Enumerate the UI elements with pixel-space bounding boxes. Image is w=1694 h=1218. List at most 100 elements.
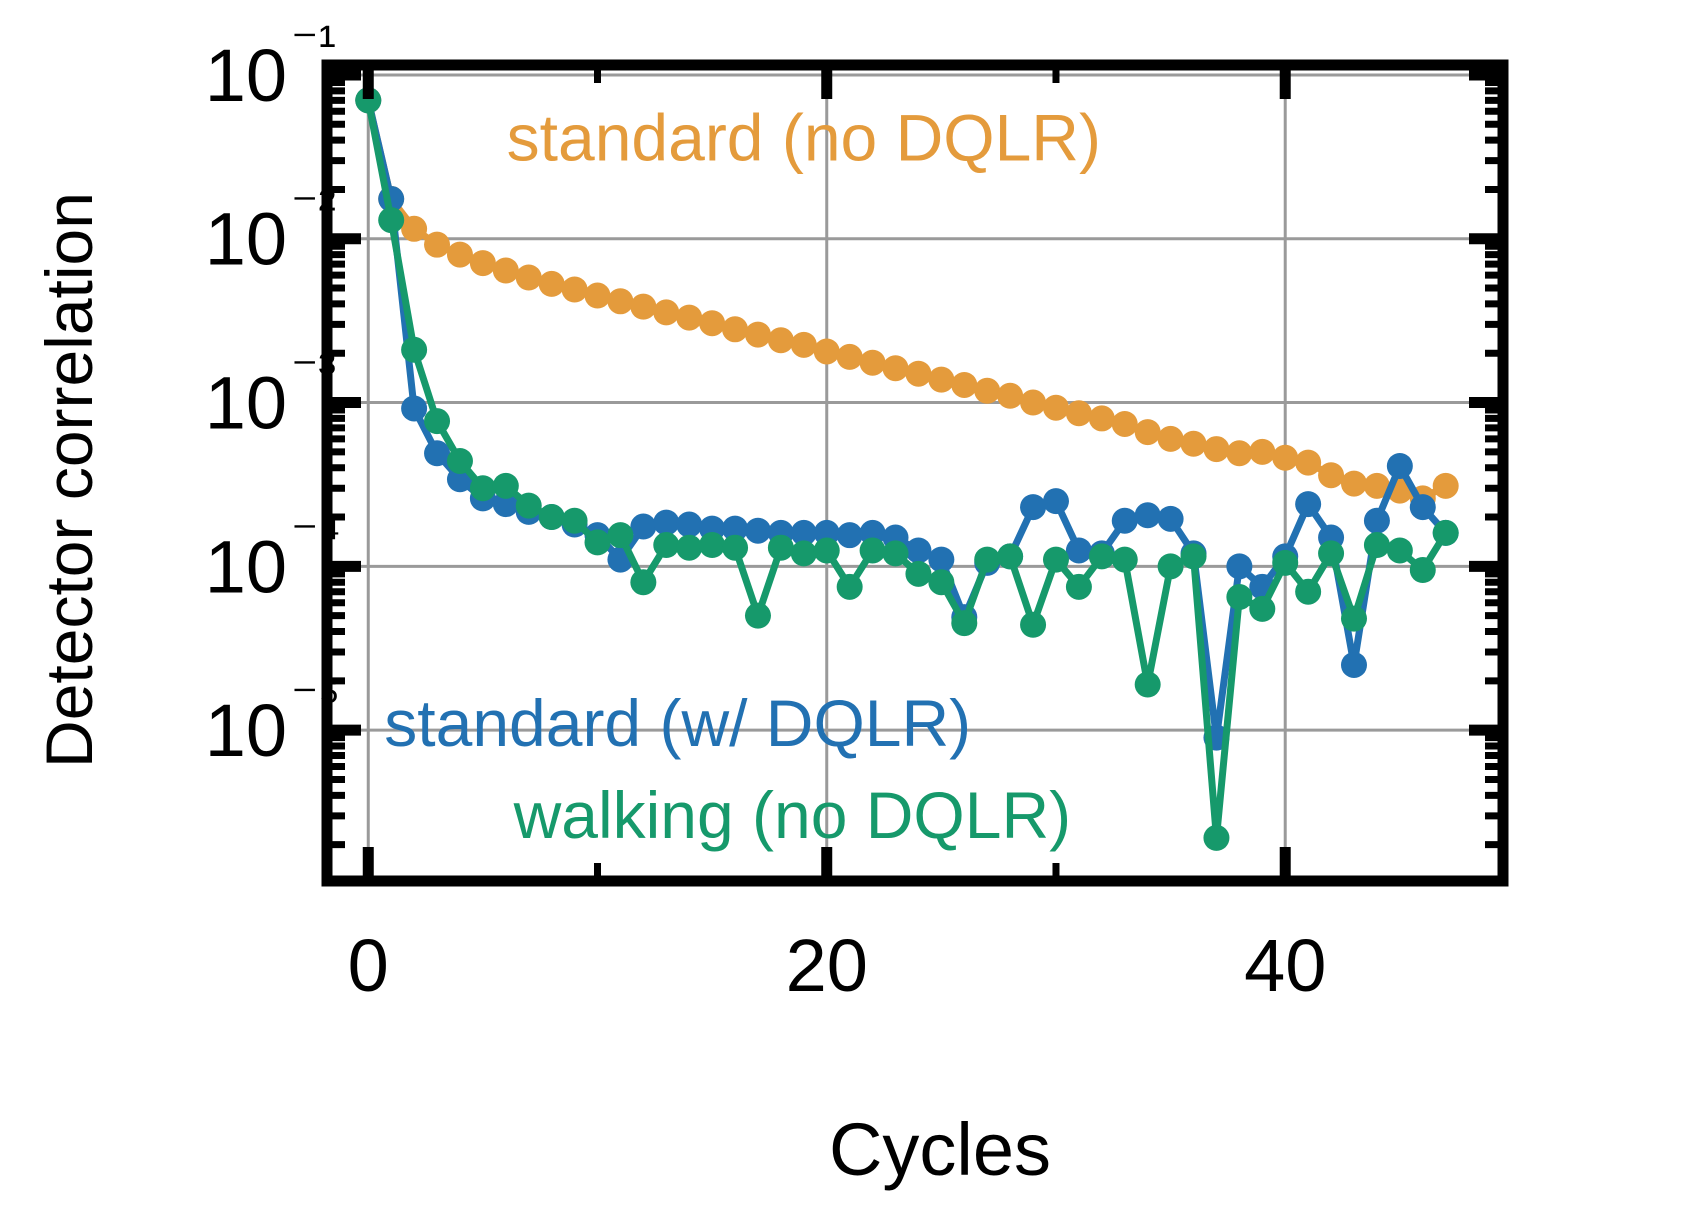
data-point	[1340, 605, 1367, 632]
data-point	[584, 282, 611, 309]
data-point	[1134, 671, 1161, 698]
y-tick-label: 10 ⁻⁵	[205, 670, 340, 772]
data-point	[1432, 519, 1459, 546]
data-point	[630, 513, 657, 540]
data-point	[1157, 553, 1184, 580]
data-point	[653, 532, 680, 559]
data-point	[1318, 540, 1345, 567]
data-point	[1409, 494, 1436, 521]
data-point	[630, 293, 657, 320]
data-point	[1295, 449, 1322, 476]
data-point	[813, 537, 840, 564]
data-point	[401, 215, 428, 242]
data-point	[1363, 532, 1390, 559]
data-point	[378, 207, 405, 234]
data-point	[882, 355, 909, 382]
data-point	[561, 507, 588, 534]
axes-frame	[321, 59, 1509, 887]
data-point	[1180, 543, 1207, 570]
data-point	[744, 517, 771, 544]
data-point	[1157, 425, 1184, 452]
data-point	[882, 540, 909, 567]
data-point	[1295, 578, 1322, 605]
data-point	[1203, 436, 1230, 463]
data-point	[492, 472, 519, 499]
data-point	[1432, 472, 1459, 499]
data-point	[1020, 389, 1047, 416]
x-tick-label: 20	[786, 924, 868, 1007]
data-point	[1065, 400, 1092, 427]
data-point	[859, 537, 886, 564]
data-point	[630, 569, 657, 596]
data-point	[584, 529, 611, 556]
data-point	[905, 537, 932, 564]
x-tick-label: 40	[1244, 924, 1326, 1007]
data-point	[928, 569, 955, 596]
data-point	[836, 343, 863, 370]
data-point	[1272, 549, 1299, 576]
data-point	[1203, 824, 1230, 851]
data-point	[767, 534, 794, 561]
data-point	[676, 304, 703, 331]
y-tick-label: 10 ⁻³	[205, 343, 336, 445]
series-annotations: standard (no DQLR) standard (w/ DQLR) walk…	[384, 101, 1101, 852]
data-point	[676, 511, 703, 538]
svg-text:⁻³: ⁻³	[291, 343, 336, 401]
data-series-layer	[355, 87, 1459, 851]
data-point	[951, 610, 978, 637]
data-point	[676, 534, 703, 561]
data-point	[446, 447, 473, 474]
data-point	[538, 270, 565, 297]
data-point	[492, 491, 519, 518]
data-point	[790, 331, 817, 358]
data-point	[905, 360, 932, 387]
data-point	[928, 366, 955, 393]
data-point	[1134, 502, 1161, 529]
svg-text:10: 10	[205, 34, 287, 117]
data-point	[1318, 462, 1345, 489]
data-point	[1065, 537, 1092, 564]
y-tick-label: 10 ⁻²	[205, 179, 336, 281]
data-point	[1111, 507, 1138, 534]
data-point	[1386, 452, 1413, 479]
y-tick-label: 10 ⁻¹	[205, 15, 336, 117]
svg-text:⁻²: ⁻²	[291, 179, 336, 237]
plot-frame	[321, 59, 1509, 887]
svg-text:10: 10	[205, 525, 287, 608]
data-point	[1226, 584, 1253, 611]
data-point	[1272, 444, 1299, 471]
grid-lines	[327, 65, 1503, 881]
data-point	[1042, 394, 1069, 421]
data-point	[469, 475, 496, 502]
data-point	[722, 316, 749, 343]
data-point	[974, 377, 1001, 404]
data-point	[492, 257, 519, 284]
data-point	[1088, 543, 1115, 570]
data-point	[1020, 494, 1047, 521]
data-point	[424, 408, 451, 435]
data-point	[1249, 595, 1276, 622]
y-axis-title: Detector correlation	[32, 192, 106, 768]
data-point	[974, 546, 1001, 573]
data-point	[446, 241, 473, 268]
data-point	[1111, 546, 1138, 573]
data-point	[653, 299, 680, 326]
axis-ticks	[327, 65, 1503, 881]
data-point	[1226, 440, 1253, 467]
data-point	[767, 327, 794, 354]
data-point	[1134, 419, 1161, 446]
data-point	[1065, 573, 1092, 600]
svg-text:10: 10	[205, 689, 287, 772]
x-axis-title: Cycles	[829, 1108, 1051, 1191]
data-point	[401, 395, 428, 422]
data-point	[722, 534, 749, 561]
data-point	[607, 522, 634, 549]
data-point	[790, 519, 817, 546]
data-point	[401, 336, 428, 363]
data-point	[997, 543, 1024, 570]
svg-text:⁻⁴: ⁻⁴	[291, 506, 341, 564]
data-point	[722, 515, 749, 542]
